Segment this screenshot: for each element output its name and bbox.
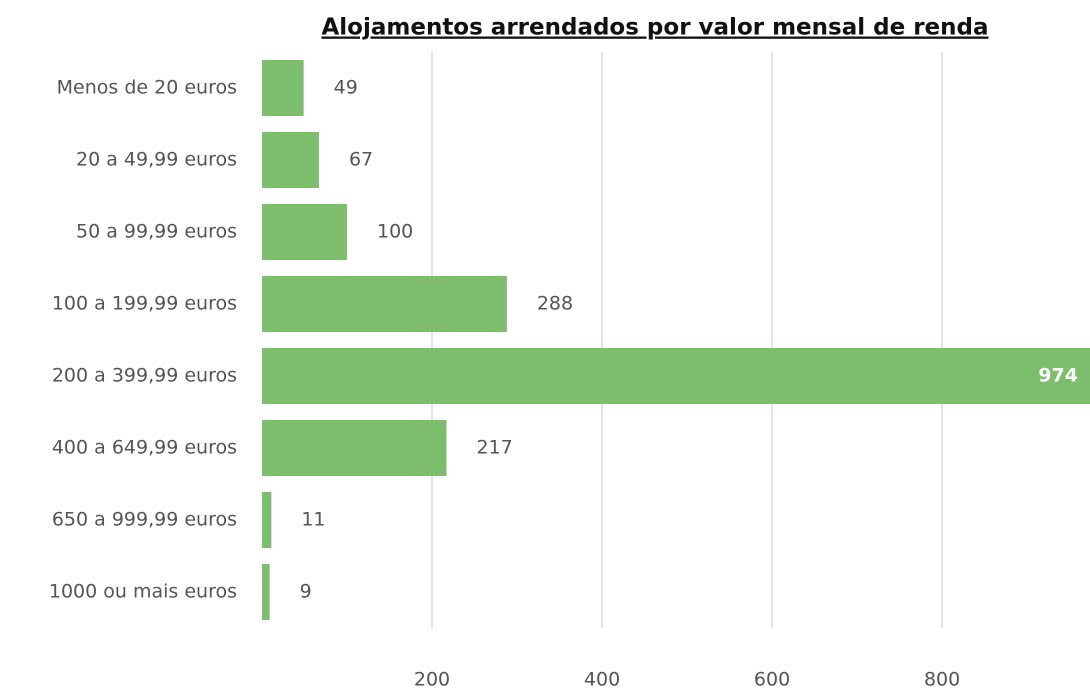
bar: [262, 276, 507, 332]
bar: [262, 132, 319, 188]
y-tick-label: 400 a 649,99 euros: [52, 437, 237, 459]
value-label: 49: [334, 77, 358, 99]
x-tick-label: 600: [754, 669, 790, 690]
value-label: 288: [537, 293, 573, 315]
y-tick-label: 100 a 199,99 euros: [52, 293, 237, 315]
value-label: 67: [349, 149, 373, 171]
value-label: 974: [1038, 365, 1078, 387]
value-label: 11: [301, 509, 325, 531]
x-tick-label: 800: [924, 669, 960, 690]
bar: [262, 348, 1090, 404]
value-label: 217: [476, 437, 512, 459]
y-tick-label: 20 a 49,99 euros: [76, 149, 237, 171]
x-tick-label: 400: [584, 669, 620, 690]
y-tick-label: 650 a 999,99 euros: [52, 509, 237, 531]
value-label: 100: [377, 221, 413, 243]
y-tick-label: 1000 ou mais euros: [49, 581, 237, 603]
bar: [262, 492, 272, 548]
y-tick-label: 50 a 99,99 euros: [76, 221, 237, 243]
bar: [262, 564, 270, 620]
bar: [262, 204, 348, 260]
chart-title: Alojamentos arrendados por valor mensal …: [321, 15, 988, 41]
x-tick-label: 200: [414, 669, 450, 690]
y-tick-label: Menos de 20 euros: [57, 77, 237, 99]
bar: [262, 420, 447, 476]
bar: [262, 60, 304, 116]
y-tick-label: 200 a 399,99 euros: [52, 365, 237, 387]
value-label: 9: [300, 581, 312, 603]
